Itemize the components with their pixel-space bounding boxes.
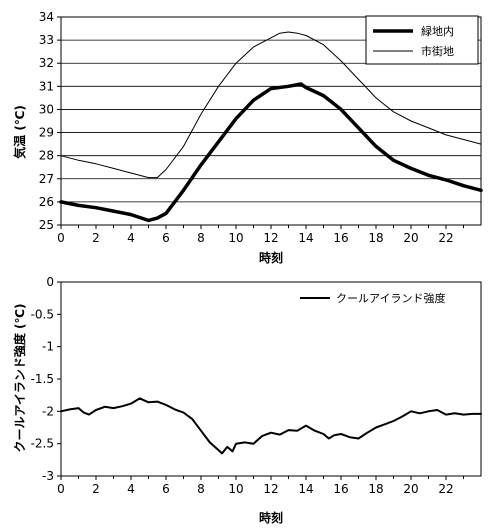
cool-island-x-ticks: 0 2 4 6 8 10 12 14 16 18 20 22 <box>57 476 464 496</box>
x-tick-label: 2 <box>92 231 100 245</box>
y-tick-label: 30 <box>39 102 54 116</box>
y-tick-label: -1 <box>42 340 54 354</box>
x-tick-label: 16 <box>333 482 348 496</box>
temperature-legend: 緑地内 市街地 <box>365 15 479 65</box>
x-tick-label: 20 <box>403 231 418 245</box>
y-tick-label: 25 <box>39 218 54 232</box>
x-tick-label: 18 <box>368 231 383 245</box>
x-tick-label: 6 <box>162 231 170 245</box>
series-line <box>60 397 482 455</box>
cool-island-plot-frame <box>60 281 482 477</box>
legend-box <box>365 15 479 65</box>
series-line <box>59 82 483 223</box>
temperature-gridlines <box>61 39 481 203</box>
series-line <box>60 31 482 179</box>
temperature-x-ticks: 0 2 4 6 8 10 12 14 16 18 20 22 <box>57 225 464 245</box>
y-tick-label: 33 <box>39 33 54 47</box>
legend-label-green: 緑地内 <box>421 24 454 38</box>
y-tick-label: 27 <box>39 172 54 186</box>
cool-island-x-axis-label: 時刻 <box>259 510 283 525</box>
x-tick-label: 0 <box>57 231 65 245</box>
x-tick-label: 10 <box>228 231 243 245</box>
x-tick-label: 2 <box>92 482 100 496</box>
x-tick-label: 20 <box>403 482 418 496</box>
y-tick-label: 32 <box>39 56 54 70</box>
legend-label-urban: 市街地 <box>421 44 454 58</box>
x-tick-label: 10 <box>228 482 243 496</box>
y-tick-label: 29 <box>39 126 54 140</box>
temperature-chart: 25 26 27 28 29 30 31 32 33 34 0 2 4 6 8 10 12 14 16 18 20 22… <box>12 10 483 265</box>
x-tick-label: 0 <box>57 482 65 496</box>
y-tick-label: 31 <box>39 79 54 93</box>
x-tick-label: 12 <box>263 482 278 496</box>
temperature-y-axis-label: 気温 (℃) <box>12 105 27 159</box>
y-tick-label: -1.5 <box>31 372 54 386</box>
y-tick-label: 0 <box>46 275 54 289</box>
x-tick-label: 4 <box>127 482 135 496</box>
cool-island-legend: クールアイランド強度 <box>300 291 445 305</box>
y-tick-label: -0.5 <box>31 307 54 321</box>
x-tick-label: 4 <box>127 231 135 245</box>
x-tick-label: 14 <box>298 482 313 496</box>
temperature-y-ticks: 25 26 27 28 29 30 31 32 33 34 <box>39 10 61 232</box>
x-tick-label: 14 <box>298 231 313 245</box>
x-tick-label: 22 <box>438 482 453 496</box>
x-tick-label: 6 <box>162 482 170 496</box>
x-tick-label: 22 <box>438 231 453 245</box>
cool-island-y-axis-label: クールアイランド強度 (℃) <box>12 303 27 452</box>
legend-label-cool-island: クールアイランド強度 <box>336 291 445 305</box>
cool-island-y-ticks: -3 -2.5 -2 -1.5 -1 -0.5 0 <box>31 275 61 483</box>
y-tick-label: -2.5 <box>31 437 54 451</box>
y-tick-label: -2 <box>42 404 54 418</box>
y-tick-label: 28 <box>39 149 54 163</box>
temperature-x-axis-label: 時刻 <box>259 250 283 265</box>
x-tick-label: 8 <box>197 482 205 496</box>
x-tick-label: 12 <box>263 231 278 245</box>
y-tick-label: -3 <box>42 469 54 483</box>
x-tick-label: 8 <box>197 231 205 245</box>
y-tick-label: 34 <box>39 10 54 24</box>
cool-island-chart: -3-2.5-2-1.5-1-0.50 0 2 4 6 8 10 12 14 16 18 20 22 … <box>12 275 482 525</box>
temperature-series <box>59 31 483 223</box>
y-tick-label: 26 <box>39 195 54 209</box>
x-tick-label: 18 <box>368 482 383 496</box>
cool-island-series <box>60 397 482 455</box>
x-tick-label: 16 <box>333 231 348 245</box>
